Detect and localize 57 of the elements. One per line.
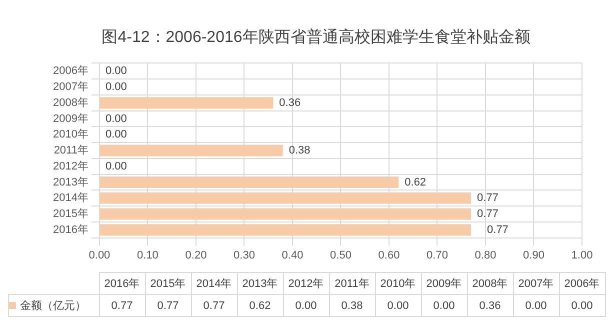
data-label: 0.00	[105, 65, 127, 78]
y-tick-label: 2009年	[52, 112, 88, 125]
text: 0.00	[571, 300, 593, 312]
category-label: 2010年	[380, 278, 416, 290]
category-label: 2015年	[150, 278, 186, 290]
data-label: 0.00	[105, 160, 127, 172]
x-tick-label: 0.30	[234, 249, 255, 262]
x-tick-label: 0.40	[282, 249, 304, 262]
y-tick-label: 2007年	[52, 81, 88, 94]
x-tick-label: 0.80	[474, 249, 496, 262]
x-tick-label: 0.60	[378, 249, 400, 262]
x-tick-label: 1.00	[571, 249, 593, 262]
category-label: 2009年	[426, 278, 462, 290]
category-label: 2007年	[518, 278, 554, 290]
x-tick-label: 0.10	[137, 249, 158, 262]
category-label: 2016年	[104, 278, 140, 290]
text: 0.00	[525, 300, 547, 312]
text: 0.62	[249, 300, 271, 312]
y-tick-label: 2010年	[52, 128, 88, 141]
legend-label: 金额（亿元）	[20, 300, 86, 312]
category-label: 2014年	[196, 278, 232, 290]
text: 0.77	[203, 300, 225, 312]
text: 0.77	[157, 300, 179, 312]
data-label: 0.77	[477, 208, 498, 220]
y-tick-label: 2016年	[52, 224, 88, 236]
y-tick-label: 2013年	[52, 176, 88, 188]
x-tick-label: 0.70	[426, 249, 448, 262]
data-label: 0.00	[105, 81, 127, 94]
text: 0.36	[479, 300, 501, 312]
data-label: 0.77	[487, 224, 508, 236]
data-label: 0.77	[477, 192, 498, 204]
x-tick-label: 0.20	[185, 249, 207, 262]
text: 0.00	[387, 300, 409, 312]
y-tick-label: 2008年	[52, 96, 88, 109]
y-tick-label: 2012年	[52, 160, 88, 172]
y-tick-label: 2015年	[52, 208, 88, 220]
data-label: 0.00	[105, 128, 127, 141]
y-tick-label: 2006年	[52, 65, 88, 78]
data-label: 0.36	[279, 96, 301, 109]
category-label: 2006年	[564, 278, 600, 290]
category-label: 2011年	[334, 278, 370, 290]
y-tick-label: 2011年	[54, 144, 88, 157]
x-tick-label: 0.00	[88, 249, 110, 262]
data-label: 0.00	[105, 112, 127, 125]
category-label: 2008年	[472, 278, 508, 290]
chart-title: 图4-12：2006-2016年陕西省普通高校困难学生食堂补贴金额	[102, 28, 530, 46]
data-label: 0.38	[288, 144, 310, 157]
text: 0.77	[111, 300, 133, 312]
text: 0.38	[341, 300, 363, 312]
y-tick-label: 2014年	[52, 192, 88, 204]
x-tick-label: 0.90	[523, 249, 544, 262]
data-label: 0.62	[404, 176, 426, 188]
text: 0.00	[433, 300, 455, 312]
category-label: 2012年	[288, 278, 324, 290]
x-tick-label: 0.50	[330, 249, 352, 262]
category-label: 2013年	[242, 278, 278, 290]
text: 0.00	[295, 300, 317, 312]
